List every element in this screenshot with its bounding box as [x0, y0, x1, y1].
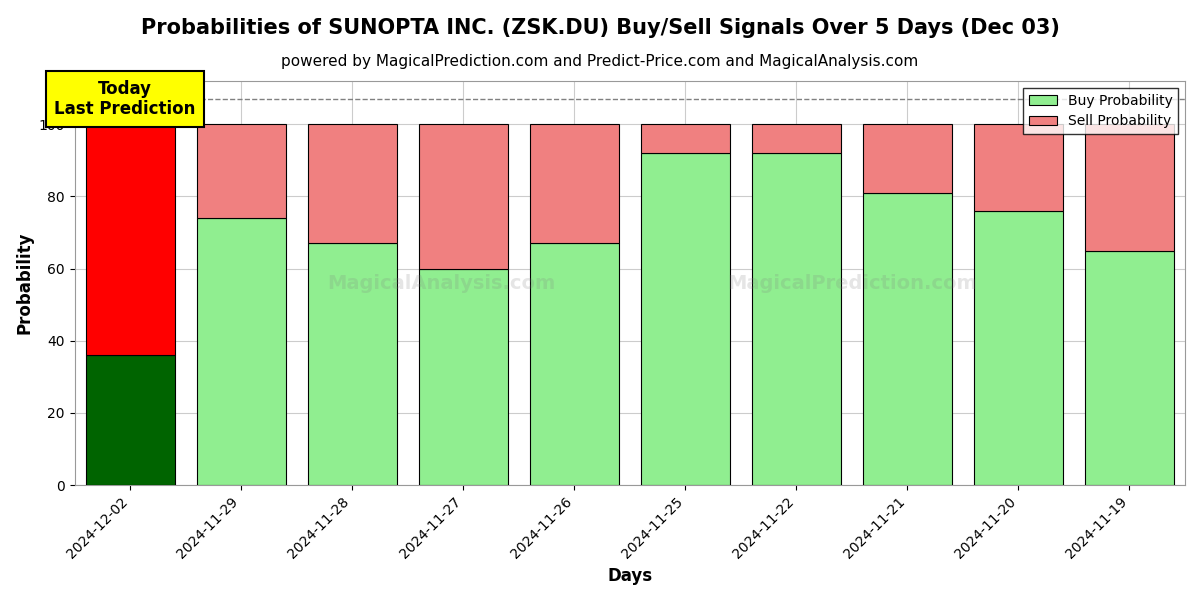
Text: MagicalAnalysis.com: MagicalAnalysis.com: [326, 274, 556, 293]
Bar: [308, 244, 397, 485]
Bar: [530, 244, 619, 485]
Bar: [641, 153, 730, 485]
Y-axis label: Probability: Probability: [16, 232, 34, 334]
Bar: [641, 124, 730, 153]
X-axis label: Days: Days: [607, 567, 653, 585]
Bar: [1085, 124, 1174, 251]
Bar: [419, 269, 508, 485]
Bar: [85, 124, 174, 355]
Bar: [85, 355, 174, 485]
Bar: [863, 124, 952, 193]
Bar: [308, 124, 397, 244]
Bar: [1085, 251, 1174, 485]
Legend: Buy Probability, Sell Probability: Buy Probability, Sell Probability: [1024, 88, 1178, 134]
Text: MagicalPrediction.com: MagicalPrediction.com: [727, 274, 977, 293]
Bar: [752, 124, 841, 153]
Bar: [863, 193, 952, 485]
Bar: [197, 218, 286, 485]
Bar: [197, 124, 286, 218]
Bar: [974, 211, 1063, 485]
Bar: [752, 153, 841, 485]
Bar: [419, 124, 508, 269]
Text: Today
Last Prediction: Today Last Prediction: [54, 80, 196, 118]
Bar: [530, 124, 619, 244]
Text: powered by MagicalPrediction.com and Predict-Price.com and MagicalAnalysis.com: powered by MagicalPrediction.com and Pre…: [281, 54, 919, 69]
Bar: [974, 124, 1063, 211]
Text: Probabilities of SUNOPTA INC. (ZSK.DU) Buy/Sell Signals Over 5 Days (Dec 03): Probabilities of SUNOPTA INC. (ZSK.DU) B…: [140, 18, 1060, 38]
